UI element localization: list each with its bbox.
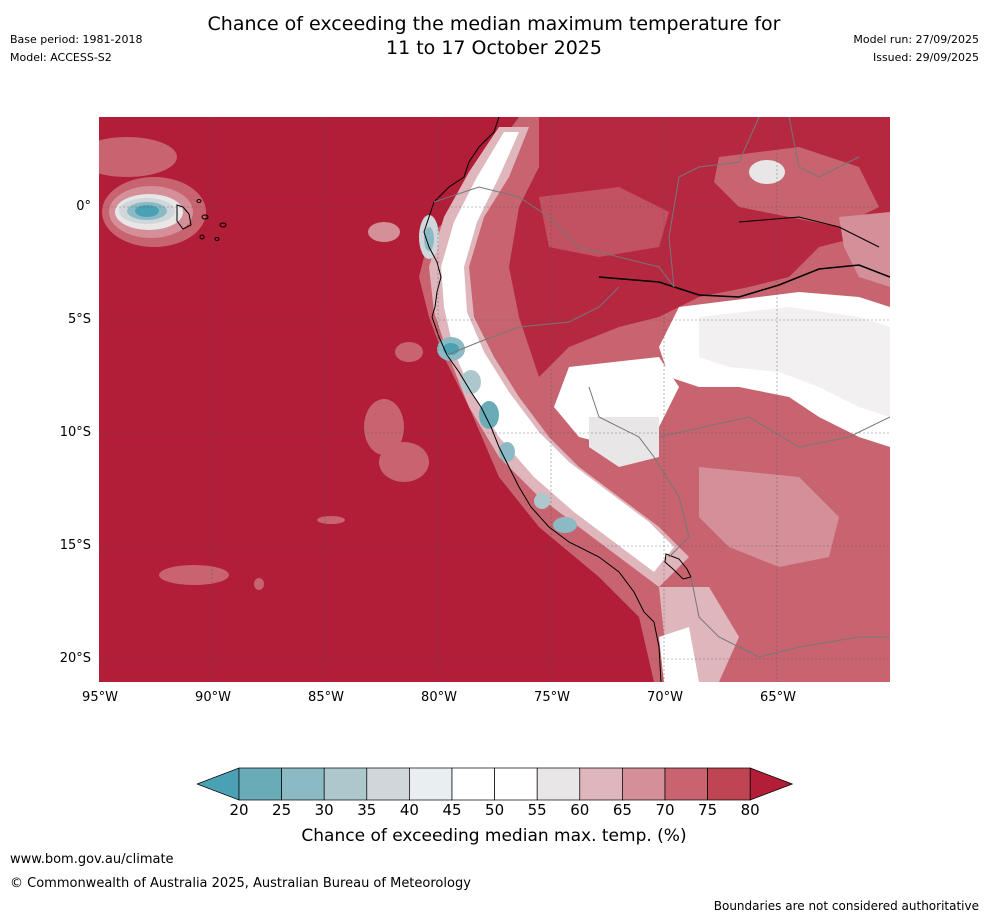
lon-label-75w: 75°W [534, 690, 570, 705]
colorbar [196, 766, 794, 806]
base-period: Base period: 1981-2018 [10, 33, 143, 46]
chart-title: Chance of exceeding the median maximum t… [0, 12, 988, 60]
lon-label-90w: 90°W [195, 690, 231, 705]
offshore-patches [99, 137, 429, 590]
colorbar-segment [281, 767, 325, 801]
lon-label-95w: 95°W [82, 690, 118, 705]
galapagos-islands [176, 199, 227, 241]
lat-label-5s: 5°S [67, 312, 91, 327]
colorbar-high-arrow [749, 767, 794, 801]
lon-label-65w: 65°W [760, 690, 796, 705]
amazon-river [598, 264, 890, 298]
colorbar-segment [494, 767, 538, 801]
country-borders [433, 117, 890, 658]
lon-label-85w: 85°W [308, 690, 344, 705]
colorbar-low-arrow [196, 767, 240, 801]
colorbar-tick-label: 20 [229, 801, 249, 819]
coastline [423, 117, 662, 682]
lon-label-70w: 70°W [647, 690, 683, 705]
colorbar-tick-label: 70 [655, 801, 675, 819]
lat-label-0: 0° [76, 199, 91, 214]
northern-river [738, 216, 880, 248]
colorbar-segment [536, 767, 581, 801]
model-name: Model: ACCESS-S2 [10, 51, 112, 64]
map-svg [99, 117, 890, 682]
colorbar-tick-label: 55 [527, 801, 547, 819]
colorbar-tick-label: 60 [570, 801, 590, 819]
lat-label-10s: 10°S [59, 425, 91, 440]
lon-label-80w: 80°W [421, 690, 457, 705]
probability-map [99, 117, 890, 682]
colorbar-tick-label: 40 [399, 801, 419, 819]
meta-right: Model run: 27/09/2025 Issued: 29/09/2025 [853, 31, 979, 67]
lat-label-15s: 15°S [59, 538, 91, 553]
title-line-2: 11 to 17 October 2025 [386, 37, 602, 59]
colorbar-tick-label: 35 [357, 801, 377, 819]
colorbar-segment [622, 767, 666, 801]
colorbar-segment [579, 767, 623, 801]
colorbar-tick-label: 30 [314, 801, 334, 819]
galapagos-anomaly [102, 177, 206, 247]
footer-url: www.bom.gov.au/climate [10, 852, 174, 867]
colorbar-segment [664, 767, 708, 801]
model-run: Model run: 27/09/2025 [853, 33, 979, 46]
footer-note: Boundaries are not considered authoritat… [713, 899, 979, 913]
colorbar-segment [409, 767, 453, 801]
colorbar-segment [451, 767, 495, 801]
colorbar-svg [196, 767, 794, 801]
colorbar-segment [366, 767, 410, 801]
issued-date: Issued: 29/09/2025 [872, 51, 979, 64]
coastal-blue-anomalies [419, 215, 577, 533]
colorbar-tick-label: 75 [698, 801, 718, 819]
land-anomaly [419, 117, 890, 682]
colorbar-tick-label: 65 [612, 801, 632, 819]
colorbar-title: Chance of exceeding median max. temp. (%… [301, 826, 687, 846]
colorbar-segment [238, 767, 282, 801]
colorbar-tick-label: 80 [740, 801, 760, 819]
colorbar-tick-label: 45 [442, 801, 462, 819]
colorbar-tick-label: 50 [485, 801, 505, 819]
lat-label-20s: 20°S [59, 651, 91, 666]
title-line-1: Chance of exceeding the median maximum t… [207, 13, 781, 35]
meta-left: Base period: 1981-2018 Model: ACCESS-S2 [10, 31, 142, 67]
footer-copyright: © Commonwealth of Australia 2025, Austra… [10, 876, 471, 891]
colorbar-segment [323, 767, 368, 801]
colorbar-tick-label: 25 [272, 801, 292, 819]
colorbar-segment [707, 767, 751, 801]
lake-titicaca [664, 553, 692, 580]
